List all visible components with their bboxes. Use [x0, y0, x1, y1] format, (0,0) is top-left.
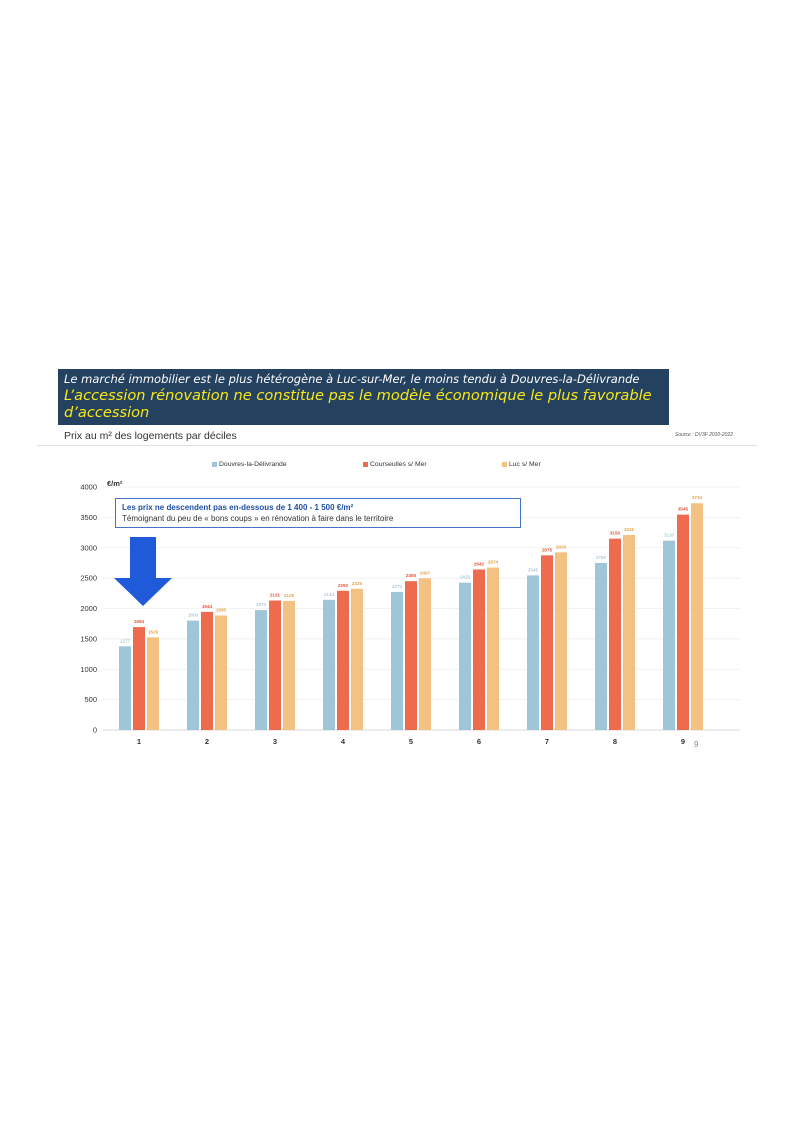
x-tick-label: 8 [613, 737, 617, 746]
bar-luc-decile-8 [623, 534, 635, 730]
data-label-douvres: 2750 [596, 555, 607, 560]
x-tick-label: 2 [205, 737, 209, 746]
banner-line2: L’accession rénovation ne constitue pas … [64, 387, 652, 421]
data-label-courseulles: 3150 [610, 531, 621, 536]
data-label-douvres: 2545 [528, 567, 539, 572]
bar-douvres-decile-9 [663, 540, 675, 730]
bar-luc-decile-7 [555, 552, 567, 730]
data-label-douvres: 1974 [256, 602, 267, 607]
bar-douvres-decile-3 [255, 610, 267, 730]
data-label-courseulles: 2131 [270, 593, 281, 598]
data-label-courseulles: 2450 [406, 573, 417, 578]
bar-luc-decile-3 [283, 600, 295, 730]
source-note: Source : DV3F 2010-2022 [675, 432, 734, 438]
data-label-courseulles: 2642 [474, 561, 485, 566]
y-tick-label: 0 [93, 726, 97, 735]
bar-courseulles-decile-3 [269, 600, 281, 730]
data-label-douvres: 3116 [664, 533, 674, 538]
bar-luc-decile-4 [351, 588, 363, 730]
bar-courseulles-decile-8 [609, 538, 621, 730]
data-label-courseulles: 1694 [134, 619, 145, 624]
down-arrow-icon [114, 537, 172, 606]
data-label-courseulles: 3545 [678, 507, 689, 512]
legend-label-luc: Luc s/ Mer [509, 461, 541, 468]
y-tick-label: 3500 [80, 513, 97, 522]
legend-swatch-courseulles [363, 462, 368, 467]
y-tick-label: 500 [84, 695, 97, 704]
callout-box: Les prix ne descendent pas en-dessous de… [115, 498, 521, 528]
data-label-courseulles: 1944 [202, 604, 213, 609]
title-banner: Le marché immobilier est le plus hétérog… [58, 369, 669, 425]
data-label-luc: 2925 [556, 544, 567, 549]
legend-item-luc: Luc s/ Mer [502, 461, 541, 468]
y-tick-label: 4000 [80, 483, 97, 492]
data-label-courseulles: 2292 [338, 583, 349, 588]
data-label-douvres: 1377 [120, 638, 131, 643]
data-label-luc: 3211 [624, 527, 634, 532]
bar-courseulles-decile-2 [201, 611, 213, 730]
data-label-luc: 2125 [284, 593, 295, 598]
bar-luc-decile-2 [215, 615, 227, 730]
callout-title: Les prix ne descendent pas en-dessous de… [122, 503, 354, 512]
legend-item-courseulles: Courseulles s/ Mer [363, 461, 427, 468]
data-label-luc: 1885 [216, 607, 227, 612]
x-tick-labels: 1 2 3 4 5 6 7 8 9 [137, 737, 685, 746]
data-label-douvres: 2273 [392, 584, 403, 589]
bar-douvres-decile-4 [323, 599, 335, 730]
data-label-luc: 3733 [692, 495, 703, 500]
bar-luc-decile-5 [419, 578, 431, 730]
y-axis-label: €/m² [107, 479, 123, 488]
callout-text: Témoignant du peu de « bons coups » en r… [122, 514, 394, 523]
bars [119, 503, 703, 730]
x-tick-label: 4 [341, 737, 346, 746]
x-tick-label: 5 [409, 737, 413, 746]
bar-luc-decile-1 [147, 637, 159, 730]
y-tick-label: 2500 [80, 574, 97, 583]
page-number: 9 [694, 740, 699, 749]
data-label-luc: 1526 [148, 629, 159, 634]
legend-label-courseulles: Courseulles s/ Mer [370, 461, 427, 468]
x-tick-label: 6 [477, 737, 481, 746]
bar-douvres-decile-1 [119, 646, 131, 730]
data-label-douvres: 1800 [188, 613, 199, 618]
y-tick-label: 1500 [80, 634, 97, 643]
y-tick-label: 3000 [80, 543, 97, 552]
bar-douvres-decile-7 [527, 575, 539, 730]
data-label-courseulles: 2875 [542, 547, 553, 552]
data-label-luc: 2497 [420, 570, 431, 575]
banner-line1: Le marché immobilier est le plus hétérog… [64, 372, 640, 386]
bar-courseulles-decile-1 [133, 627, 145, 730]
legend-swatch-douvres [212, 462, 217, 467]
x-tick-label: 1 [137, 737, 141, 746]
legend-swatch-luc [502, 462, 507, 467]
y-tick-labels: 0 500 1000 1500 2000 2500 3000 3500 4000 [80, 483, 97, 735]
legend-item-douvres: Douvres-la-Délivrande [212, 461, 287, 468]
chart-subtitle: Prix au m² des logements par déciles [64, 430, 237, 442]
x-tick-label: 7 [545, 737, 549, 746]
bar-courseulles-decile-9 [677, 514, 689, 730]
bar-douvres-decile-5 [391, 591, 403, 730]
y-tick-label: 2000 [80, 604, 97, 613]
bar-luc-decile-6 [487, 567, 499, 730]
data-label-luc: 2325 [352, 581, 363, 586]
bar-douvres-decile-6 [459, 582, 471, 730]
legend-label-douvres: Douvres-la-Délivrande [219, 461, 287, 468]
data-label-douvres: 2143 [324, 592, 335, 597]
x-tick-label: 3 [273, 737, 277, 746]
bar-courseulles-decile-6 [473, 569, 485, 730]
data-label-douvres: 2425 [460, 575, 471, 580]
bar-luc-decile-9 [691, 503, 703, 730]
separator-line [37, 445, 757, 446]
bar-courseulles-decile-4 [337, 590, 349, 730]
bar-douvres-decile-8 [595, 562, 607, 730]
bar-courseulles-decile-7 [541, 555, 553, 730]
x-tick-label: 9 [681, 737, 685, 746]
bar-courseulles-decile-5 [405, 581, 417, 730]
data-label-luc: 2674 [488, 560, 499, 565]
bar-douvres-decile-2 [187, 620, 199, 730]
y-tick-label: 1000 [80, 665, 97, 674]
